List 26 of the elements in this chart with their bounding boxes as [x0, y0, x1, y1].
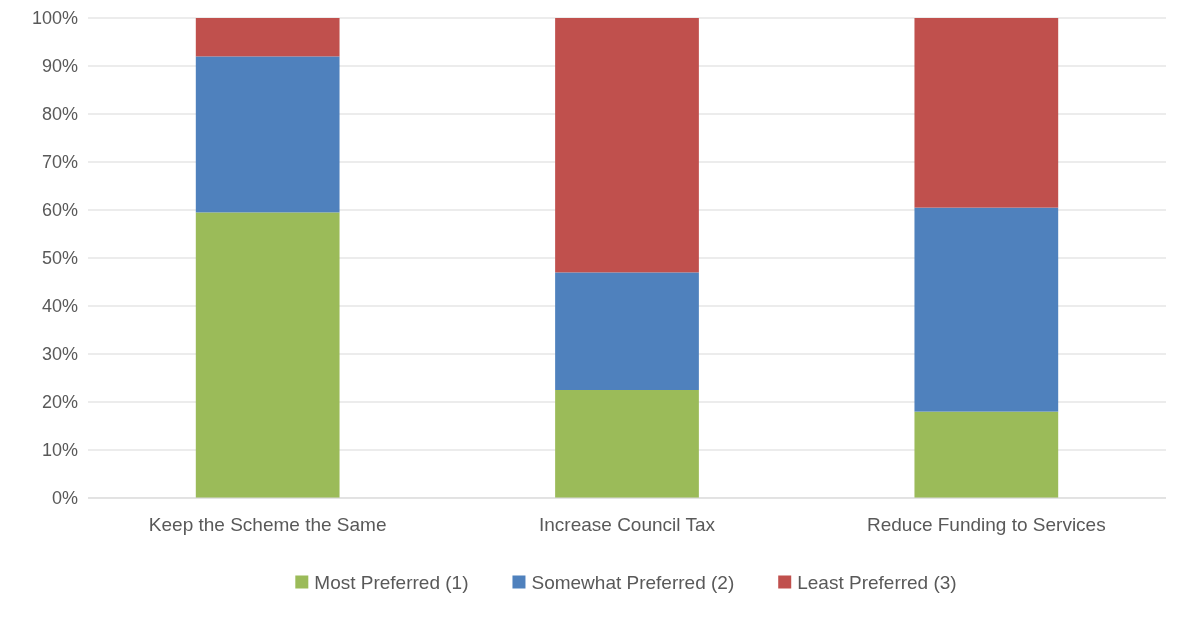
y-tick-label: 90%: [41, 56, 78, 77]
bar: [555, 272, 699, 390]
bar: [195, 212, 340, 498]
y-tick-label: 80%: [41, 104, 78, 125]
bar: [914, 18, 1059, 208]
legend-label: Most Preferred (1): [314, 571, 469, 593]
bar: [914, 207, 1059, 412]
bar: [555, 390, 699, 498]
bar: [195, 56, 340, 213]
x-tick-label: Keep the Scheme the Same: [148, 514, 387, 536]
y-tick-label: 10%: [41, 440, 78, 461]
bar: [195, 18, 340, 57]
y-tick-label: 40%: [41, 296, 78, 317]
x-tick-label: Increase Council Tax: [538, 514, 716, 536]
y-tick-label: 30%: [41, 344, 78, 365]
x-tick-label: Reduce Funding to Services: [866, 514, 1106, 536]
y-tick-label: 50%: [41, 248, 78, 269]
legend-label: Somewhat Preferred (2): [531, 571, 735, 593]
y-tick-label: 60%: [41, 200, 78, 221]
legend-label: Least Preferred (3): [797, 571, 957, 593]
bar: [555, 18, 699, 273]
y-tick-label: 20%: [41, 392, 78, 413]
y-tick-label: 100%: [31, 8, 78, 29]
y-tick-label: 70%: [41, 152, 78, 173]
y-tick-label: 0%: [51, 488, 78, 509]
bar: [914, 411, 1059, 498]
